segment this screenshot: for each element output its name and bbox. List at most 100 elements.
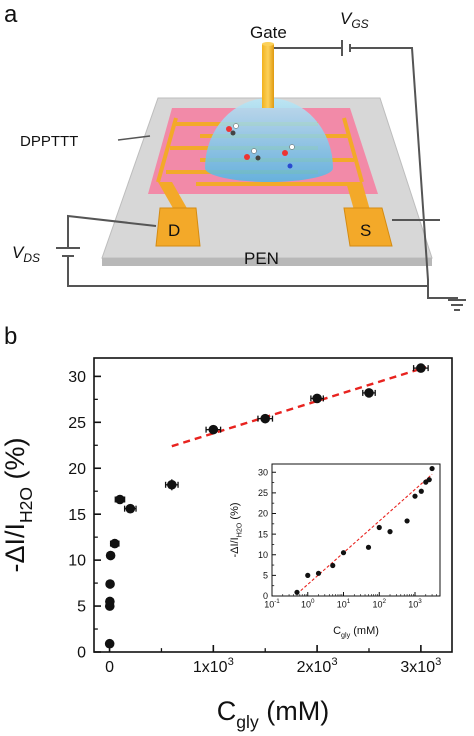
inset-x-axis-label: Cgly (mM) <box>333 625 379 639</box>
inset-ytick-label: 25 <box>258 488 268 498</box>
inset-marker <box>412 493 418 499</box>
electrolyte-droplet <box>205 98 333 182</box>
inset-marker <box>376 524 382 531</box>
panel-b-label: b <box>4 323 17 350</box>
inset-y-axis-label: -ΔI/IH2O (%) <box>229 502 243 557</box>
main-fit-line <box>171 366 427 448</box>
inset-marker <box>315 570 322 576</box>
drain-lead <box>158 182 188 210</box>
gate-top <box>262 42 274 46</box>
main-data-point <box>310 393 324 404</box>
glycine-molecules <box>226 123 295 169</box>
circuit-wires <box>56 40 466 311</box>
inset-ytick-label: 0 <box>263 591 268 601</box>
main-x-axis-label: Cgly (mM) <box>217 696 329 732</box>
panel-a: a D S <box>4 1 466 311</box>
inset-marker <box>426 477 432 483</box>
main-data-point <box>105 550 116 561</box>
main-data-point <box>123 503 137 514</box>
inset-marker <box>418 488 424 494</box>
inset-data-point <box>305 572 311 578</box>
inset-ytick-label: 30 <box>258 467 268 477</box>
main-xtick-label: 0 <box>105 659 114 676</box>
inset-data-point <box>365 544 372 550</box>
main-data-point <box>105 579 115 589</box>
inset-data-point <box>340 550 347 556</box>
main-data-point <box>114 494 126 505</box>
main-marker <box>125 503 136 514</box>
inset-marker <box>340 550 347 556</box>
inset-marker <box>404 518 410 524</box>
inset-data-point <box>429 465 435 472</box>
pen-substrate-edge <box>102 258 432 266</box>
inset-xtick-label: 103 <box>408 598 422 609</box>
panel-a-label: a <box>4 1 18 28</box>
inset-data-point <box>294 589 300 595</box>
main-xtick-label: 1x103 <box>193 656 234 676</box>
source-pad <box>343 207 393 247</box>
main-data-point <box>164 479 179 491</box>
main-marker <box>105 596 115 607</box>
main-data-point <box>105 596 115 607</box>
main-ytick-label: 10 <box>68 553 86 570</box>
main-ytick-label: 15 <box>68 507 86 524</box>
inset-chart: 0 5 10 15 20 25 30 10-1 100 101 102 103 Cgly (mM) -ΔI… <box>229 463 441 639</box>
main-marker <box>312 393 322 404</box>
main-marker <box>105 550 116 561</box>
main-ytick-label: 30 <box>68 369 86 386</box>
main-ytick-label: 5 <box>77 599 86 616</box>
inset-data-point <box>376 524 382 531</box>
vds-label: VDS <box>12 243 40 265</box>
inset-marker <box>330 562 336 569</box>
main-marker <box>364 388 374 398</box>
vgs-label: VGS <box>340 9 369 31</box>
inset-xtick-label: 100 <box>301 598 315 609</box>
inset-xtick-label: 101 <box>337 598 351 609</box>
main-y-axis-label: -ΔI/IH2O (%) <box>0 437 36 572</box>
inset-marker <box>365 544 372 550</box>
drain-pad <box>155 207 201 247</box>
inset-ytick-label: 15 <box>258 529 268 539</box>
main-ytick-label: 25 <box>68 415 86 432</box>
main-marker <box>260 413 271 424</box>
gate-electrode <box>262 44 274 108</box>
source-lead <box>346 182 370 210</box>
inset-ytick-label: 20 <box>258 509 268 519</box>
main-marker <box>104 638 115 649</box>
main-marker <box>105 579 115 589</box>
main-ytick-label: 20 <box>68 461 86 478</box>
gate-label: Gate <box>250 23 287 42</box>
inset-ytick-label: 10 <box>258 550 268 560</box>
main-marker <box>115 494 125 505</box>
inset-xtick-label: 10-1 <box>264 598 280 609</box>
main-marker <box>416 363 426 373</box>
inset-data-point <box>404 518 410 524</box>
dppttt-label: DPPTTT <box>20 133 78 150</box>
source-label: S <box>360 221 371 240</box>
main-data-point <box>109 538 120 549</box>
main-data-point <box>412 363 429 373</box>
main-marker <box>167 479 177 490</box>
inset-data-point <box>426 477 432 483</box>
inset-xtick-label: 102 <box>372 598 386 609</box>
drain-label: D <box>168 221 180 240</box>
inset-marker <box>305 572 311 578</box>
pen-label: PEN <box>244 249 279 268</box>
main-data-point <box>362 388 376 398</box>
inset-marker <box>429 465 435 472</box>
inset-frame <box>271 463 441 597</box>
main-xtick-label: 3x103 <box>400 656 441 676</box>
inset-data-point <box>330 562 336 569</box>
main-data-point <box>104 638 115 649</box>
inset-data-point <box>387 529 393 535</box>
main-data-point <box>257 413 274 424</box>
main-marker <box>208 424 219 435</box>
inset-marker <box>387 529 393 535</box>
main-marker <box>109 538 120 549</box>
inset-ytick-label: 5 <box>263 571 268 581</box>
inset-data-point <box>418 488 424 494</box>
main-ytick-label: 0 <box>77 645 86 662</box>
main-xtick-label: 2x103 <box>297 656 338 676</box>
